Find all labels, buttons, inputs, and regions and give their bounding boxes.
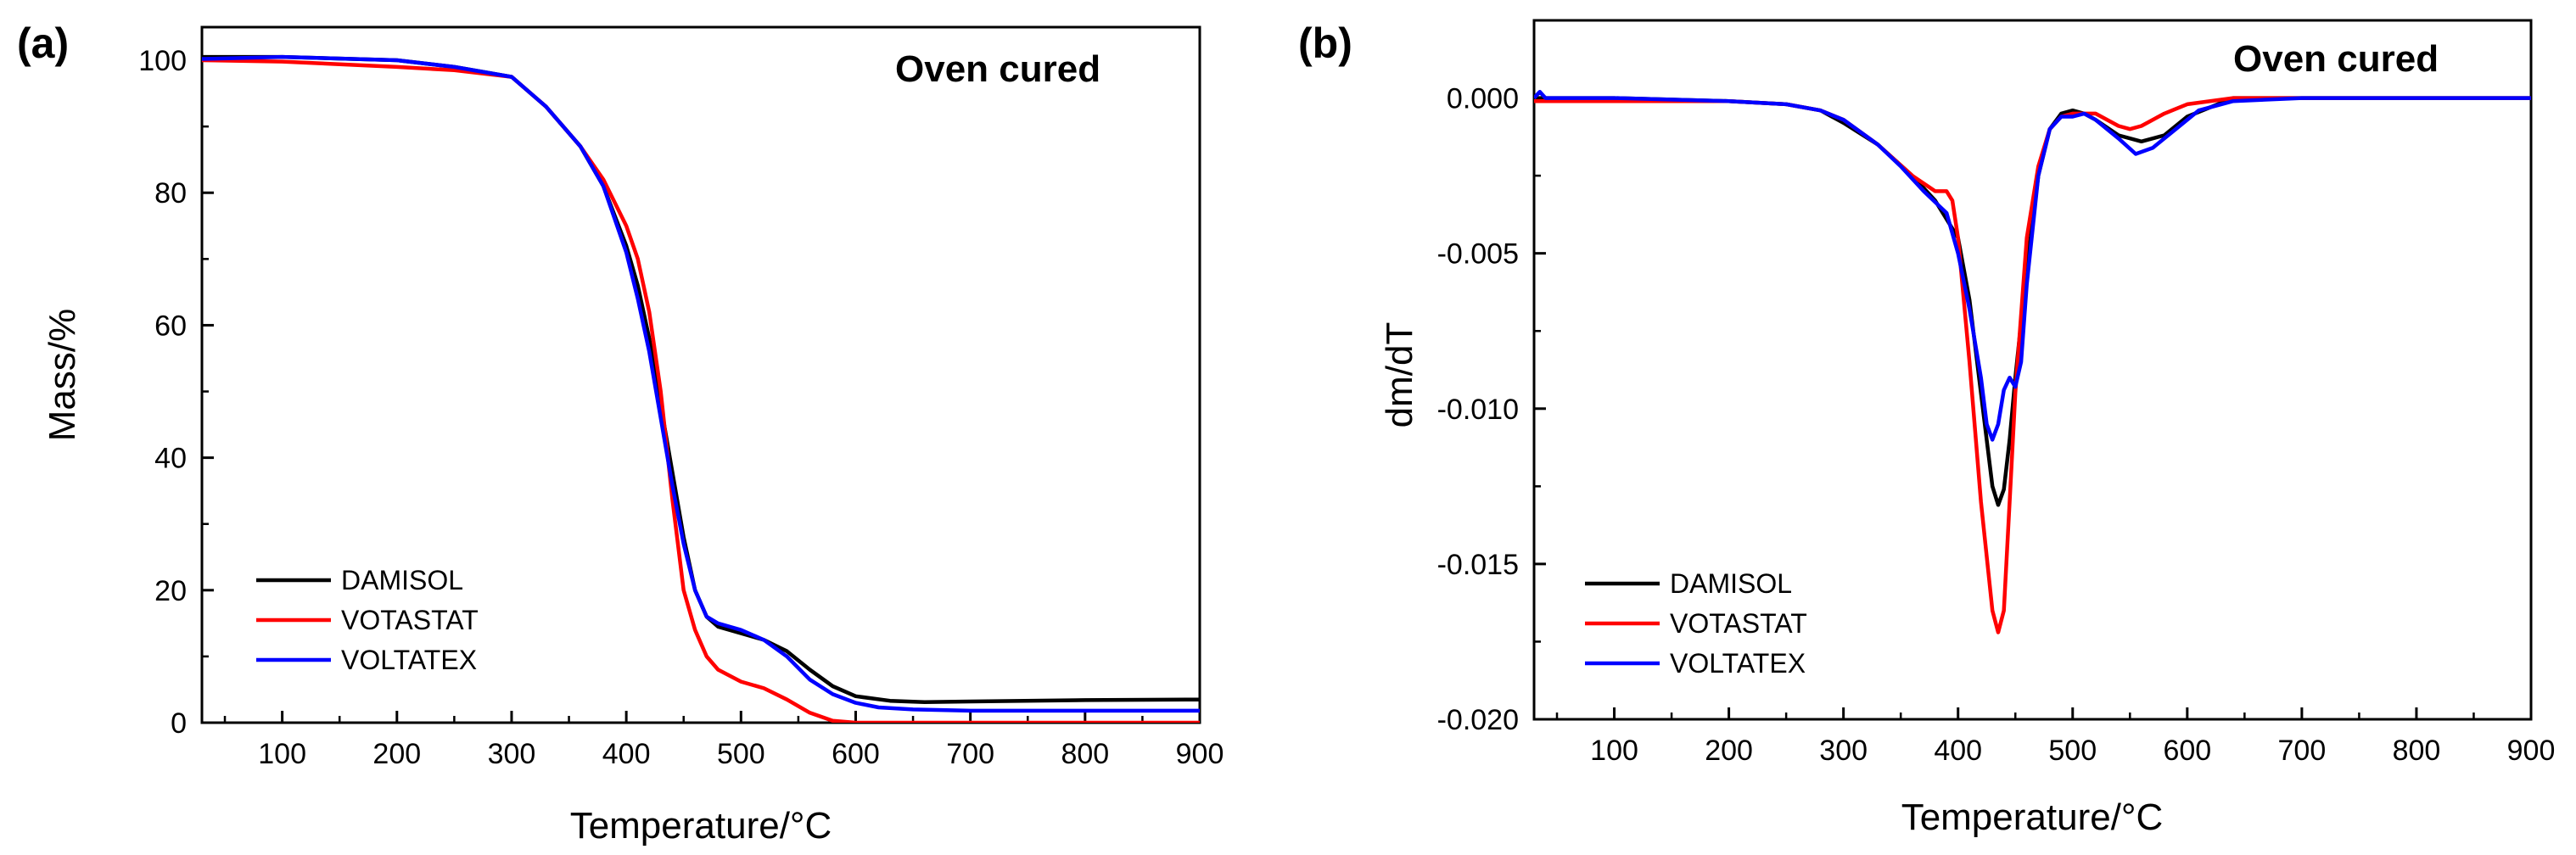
x-tick-label: 200 [372, 738, 421, 770]
panel-label: (a) [17, 20, 69, 67]
series-line-damisol [1534, 96, 2531, 507]
x-tick-label: 900 [1176, 738, 1224, 770]
y-tick-label: 20 [154, 575, 187, 607]
chart-panel-1: 100 200 300 400 500 600 700 800 900 0.000 -0.005 -0… [1298, 19, 2556, 838]
x-tick-label: 700 [946, 738, 994, 770]
x-axis-title: Temperature/°C [570, 805, 832, 847]
x-tick-label: 400 [1934, 735, 1982, 767]
x-tick-label: 800 [1061, 738, 1109, 770]
x-tick-label: 500 [717, 738, 765, 770]
legend-label: DAMISOL [1670, 568, 1792, 599]
y-tick-label: 40 [154, 443, 187, 475]
y-tick-label: 80 [154, 177, 187, 210]
y-axis-title: Mass/% [42, 309, 83, 441]
annotation-text: Oven cured [895, 48, 1100, 90]
legend-label: VOTASTAT [1670, 608, 1807, 639]
legend-label: DAMISOL [341, 565, 463, 595]
x-tick-label: 100 [1590, 735, 1638, 767]
x-tick-label: 800 [2393, 735, 2441, 767]
legend-label: VOLTATEX [1670, 648, 1806, 679]
y-tick-label: 0 [171, 707, 187, 740]
x-tick-label: 100 [258, 738, 306, 770]
x-axis-title: Temperature/°C [1901, 796, 2164, 838]
plot-frame [1532, 19, 2533, 721]
y-tick-label: 100 [138, 45, 187, 77]
x-tick-label: 300 [1819, 735, 1868, 767]
x-tick-label: 300 [488, 738, 536, 770]
y-tick-label: -0.005 [1437, 238, 1519, 271]
x-tick-label: 600 [2163, 735, 2211, 767]
series-line-voltatex [202, 54, 1200, 713]
y-tick-label: -0.015 [1437, 549, 1519, 581]
x-tick-label: 400 [602, 738, 651, 770]
y-axis-title: dm/dT [1379, 322, 1420, 428]
plot-frame [200, 25, 1201, 724]
legend-label: VOTASTAT [341, 605, 479, 635]
series-line-voltatex [1534, 89, 2531, 442]
annotation-text: Oven cured [2233, 38, 2439, 80]
y-tick-label: 0.000 [1447, 83, 1519, 115]
x-tick-label: 900 [2507, 735, 2556, 767]
chart-panel-0: 100 200 300 400 500 600 700 800 900 0 20 40 60 80 100 D… [17, 20, 1224, 847]
y-tick-label: 60 [154, 310, 187, 342]
x-tick-label: 500 [2048, 735, 2097, 767]
panel-label: (b) [1298, 20, 1352, 67]
y-tick-label: -0.020 [1437, 704, 1519, 736]
x-tick-label: 200 [1705, 735, 1753, 767]
series-line-votastat [1534, 96, 2531, 634]
x-tick-label: 600 [832, 738, 880, 770]
x-tick-label: 700 [2278, 735, 2327, 767]
legend-label: VOLTATEX [341, 645, 477, 675]
y-tick-label: -0.010 [1437, 394, 1519, 426]
